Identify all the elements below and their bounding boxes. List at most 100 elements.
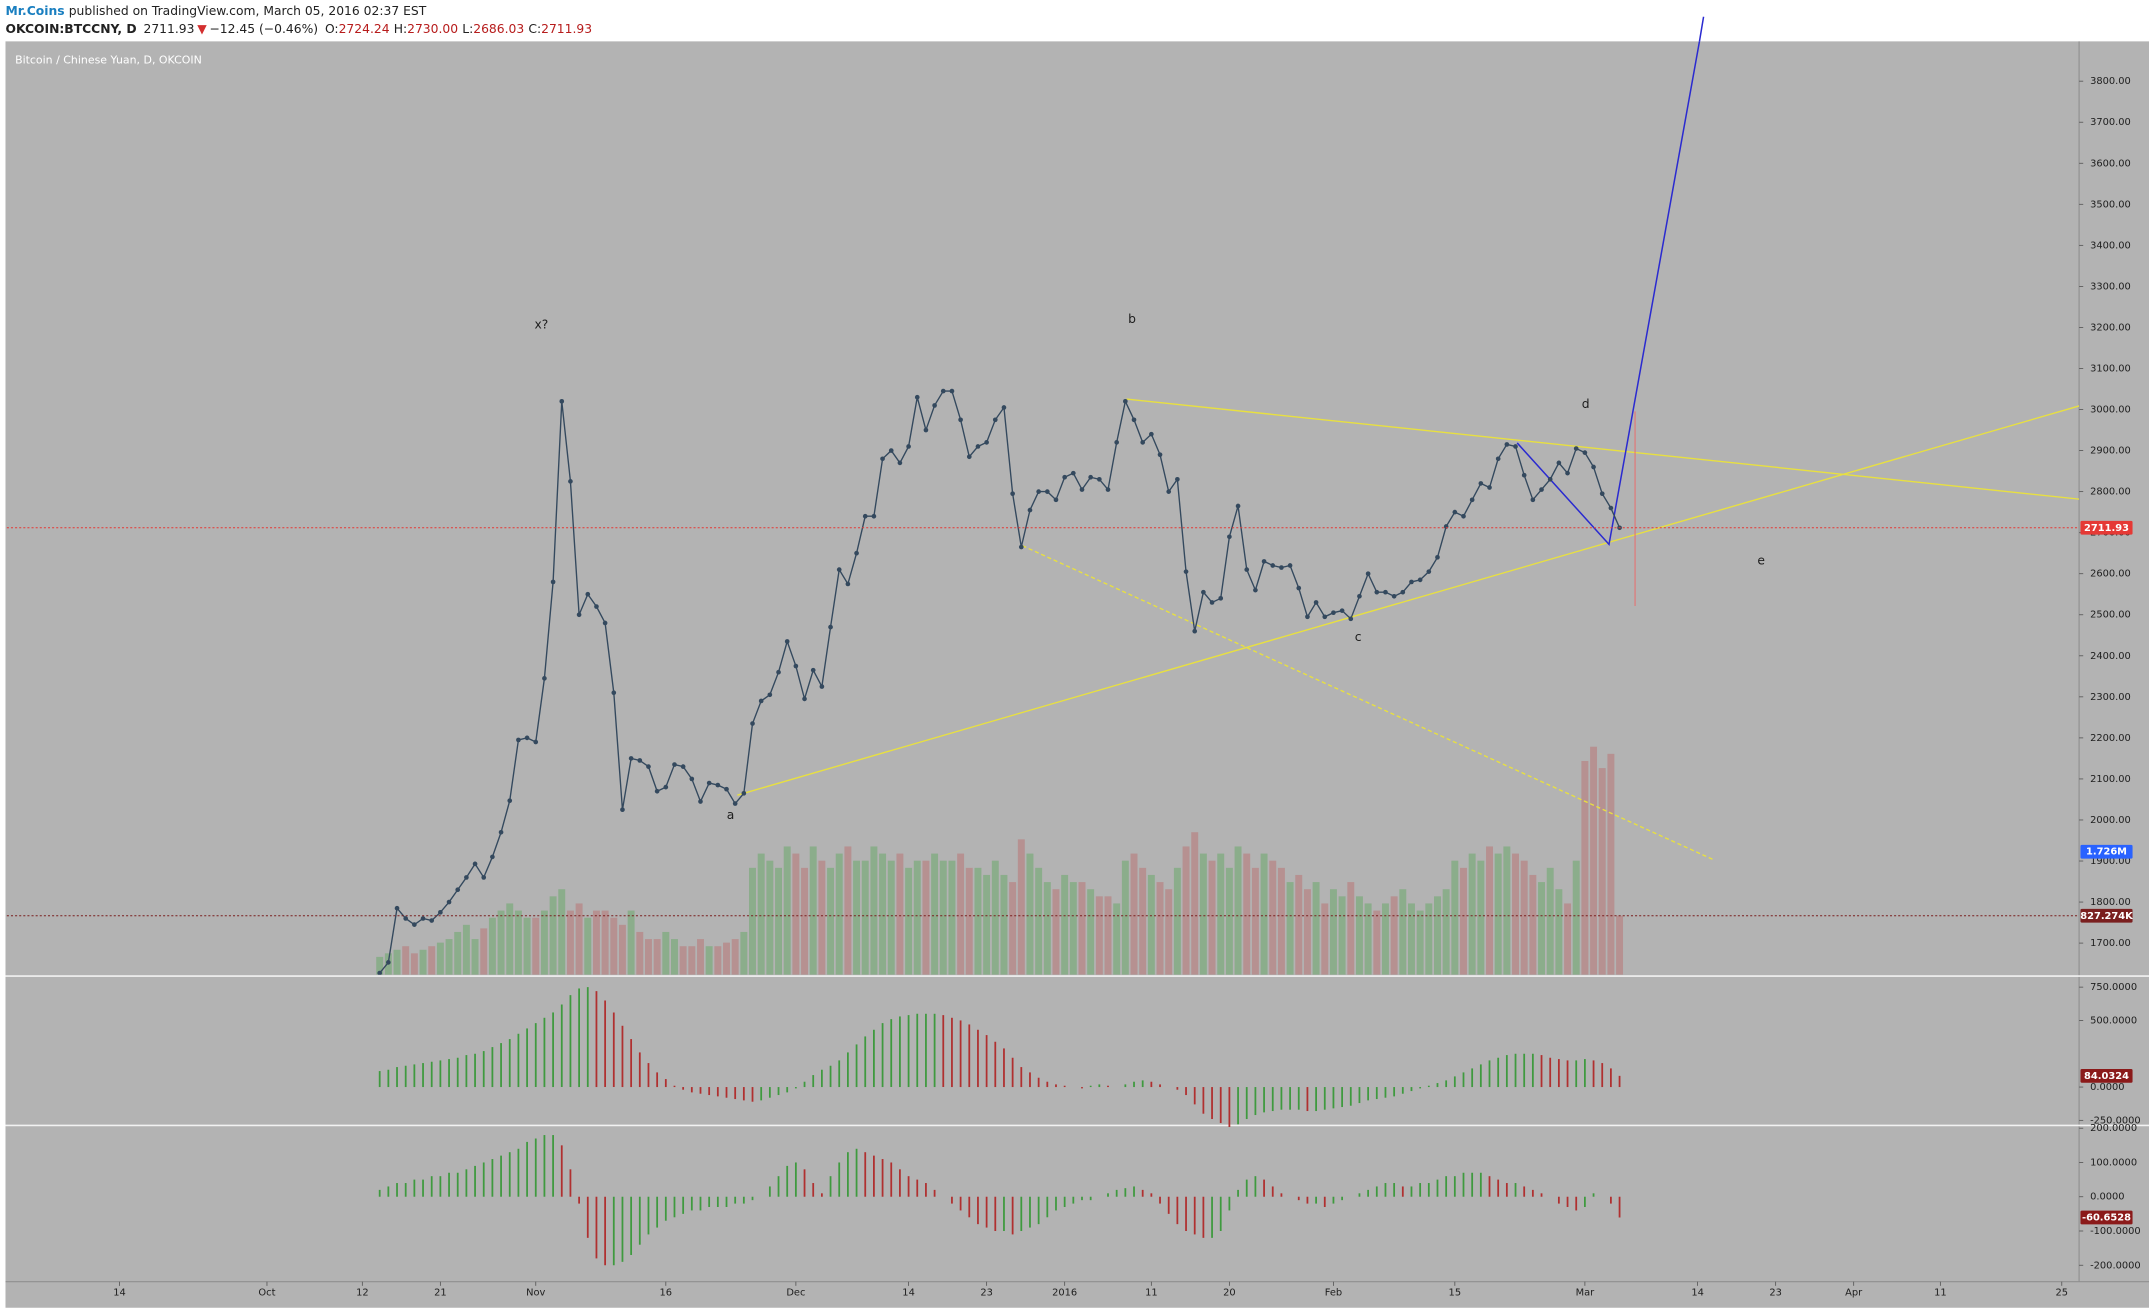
price-point xyxy=(1469,497,1475,503)
volume-bar xyxy=(601,910,609,975)
price-point xyxy=(689,776,695,782)
volume-bar xyxy=(618,924,626,975)
low-label: L: xyxy=(462,22,473,36)
price-point xyxy=(1374,589,1380,595)
y-tick-label: 2900.00 xyxy=(2090,446,2131,457)
volume-bar xyxy=(1000,874,1008,975)
volume-average-badge-label: 1.726M xyxy=(2086,847,2127,858)
price-point xyxy=(750,721,755,726)
volume-bar xyxy=(1078,882,1086,975)
volume-bar xyxy=(1321,903,1329,975)
chart-background xyxy=(5,41,2149,1308)
price-point xyxy=(880,456,885,462)
price-point xyxy=(819,684,825,689)
volume-bar xyxy=(558,889,566,975)
volume-bar xyxy=(948,860,956,975)
volume-bar xyxy=(1269,860,1277,975)
x-tick-label: 20 xyxy=(1223,1288,1236,1299)
volume-bar xyxy=(1607,753,1615,975)
price-point xyxy=(715,782,721,788)
price-point xyxy=(1305,614,1310,620)
y-tick-label: 2400.00 xyxy=(2090,651,2131,662)
volume-bar xyxy=(506,903,514,975)
price-point xyxy=(377,970,383,975)
price-point xyxy=(828,624,833,630)
trend-line xyxy=(737,405,2080,796)
price-point xyxy=(1313,600,1319,605)
x-tick-label: 14 xyxy=(1691,1288,1704,1299)
price-point xyxy=(1088,474,1093,480)
volume-bar xyxy=(645,939,652,975)
price-point xyxy=(966,454,972,460)
volume-bar xyxy=(1277,867,1285,975)
volume-bar xyxy=(566,910,574,975)
volume-bar xyxy=(1581,760,1589,975)
price-layer xyxy=(377,388,1622,975)
price-point xyxy=(1253,587,1258,593)
volume-bar xyxy=(376,956,384,975)
volume-bar xyxy=(1434,896,1441,975)
volume-bar xyxy=(410,953,418,975)
volume-bar xyxy=(1095,896,1103,975)
volume-bar xyxy=(1564,903,1572,975)
volume-bar xyxy=(1104,896,1112,975)
price-point xyxy=(412,922,417,927)
price-point xyxy=(1036,489,1041,494)
volume-bar xyxy=(1121,860,1129,975)
volume-bar xyxy=(428,946,436,975)
y-tick-label: 2100.00 xyxy=(2090,774,2131,785)
volume-bar xyxy=(983,874,991,975)
volume-bar xyxy=(1338,896,1346,975)
price-point xyxy=(1573,446,1579,451)
volume-bar xyxy=(731,939,739,975)
volume-last-badge xyxy=(2080,908,2133,923)
volume-bar xyxy=(1208,860,1216,975)
wave-label: b xyxy=(1128,312,1136,326)
price-point xyxy=(620,807,625,813)
price-point xyxy=(871,513,877,519)
volume-bar xyxy=(471,939,479,975)
price-point xyxy=(940,388,946,394)
y-tick-label: -250.0000 xyxy=(2090,1115,2141,1126)
price-point xyxy=(845,581,851,587)
volume-bar xyxy=(697,939,704,975)
volume-bar xyxy=(1173,867,1181,975)
volume-bar xyxy=(1572,860,1580,975)
y-tick-label: 0.0000 xyxy=(2090,1082,2124,1093)
last-value-badge-label: -60.6528 xyxy=(2082,1213,2131,1224)
price-point xyxy=(654,788,660,794)
price-point xyxy=(862,513,868,519)
y-tick-label: 0.0000 xyxy=(2090,1192,2124,1203)
price-point xyxy=(429,918,435,923)
volume-bar xyxy=(1312,882,1320,975)
price-point xyxy=(1097,476,1102,482)
volume-bar xyxy=(1425,903,1433,975)
price-point xyxy=(1070,470,1076,476)
price-point xyxy=(958,417,963,423)
volume-bar xyxy=(1598,768,1606,975)
volume-bar xyxy=(1503,846,1511,975)
volume-bar xyxy=(1165,889,1173,975)
price-point xyxy=(767,692,773,698)
y-tick-label: 3400.00 xyxy=(2090,240,2131,251)
x-tick-label: 25 xyxy=(2055,1288,2068,1299)
price-point xyxy=(472,861,478,867)
price-point xyxy=(559,398,565,404)
author[interactable]: Mr.Coins xyxy=(5,4,64,18)
volume-bar xyxy=(584,917,592,975)
price-point xyxy=(923,427,929,433)
price-point xyxy=(602,620,608,626)
volume-bar xyxy=(1494,853,1502,975)
price-point xyxy=(758,698,764,704)
y-tick-label: 3100.00 xyxy=(2090,363,2131,374)
volume-bar xyxy=(1512,853,1519,975)
price-point xyxy=(1079,487,1085,492)
y-tick-label: 3600.00 xyxy=(2090,158,2131,169)
price-point xyxy=(1149,431,1154,437)
price-point xyxy=(1348,616,1354,622)
y-tick-label: 1800.00 xyxy=(2090,897,2131,908)
price-point xyxy=(1565,470,1570,476)
wave-label: a xyxy=(727,808,735,822)
price-point xyxy=(1556,460,1562,466)
price-point xyxy=(1157,452,1163,458)
